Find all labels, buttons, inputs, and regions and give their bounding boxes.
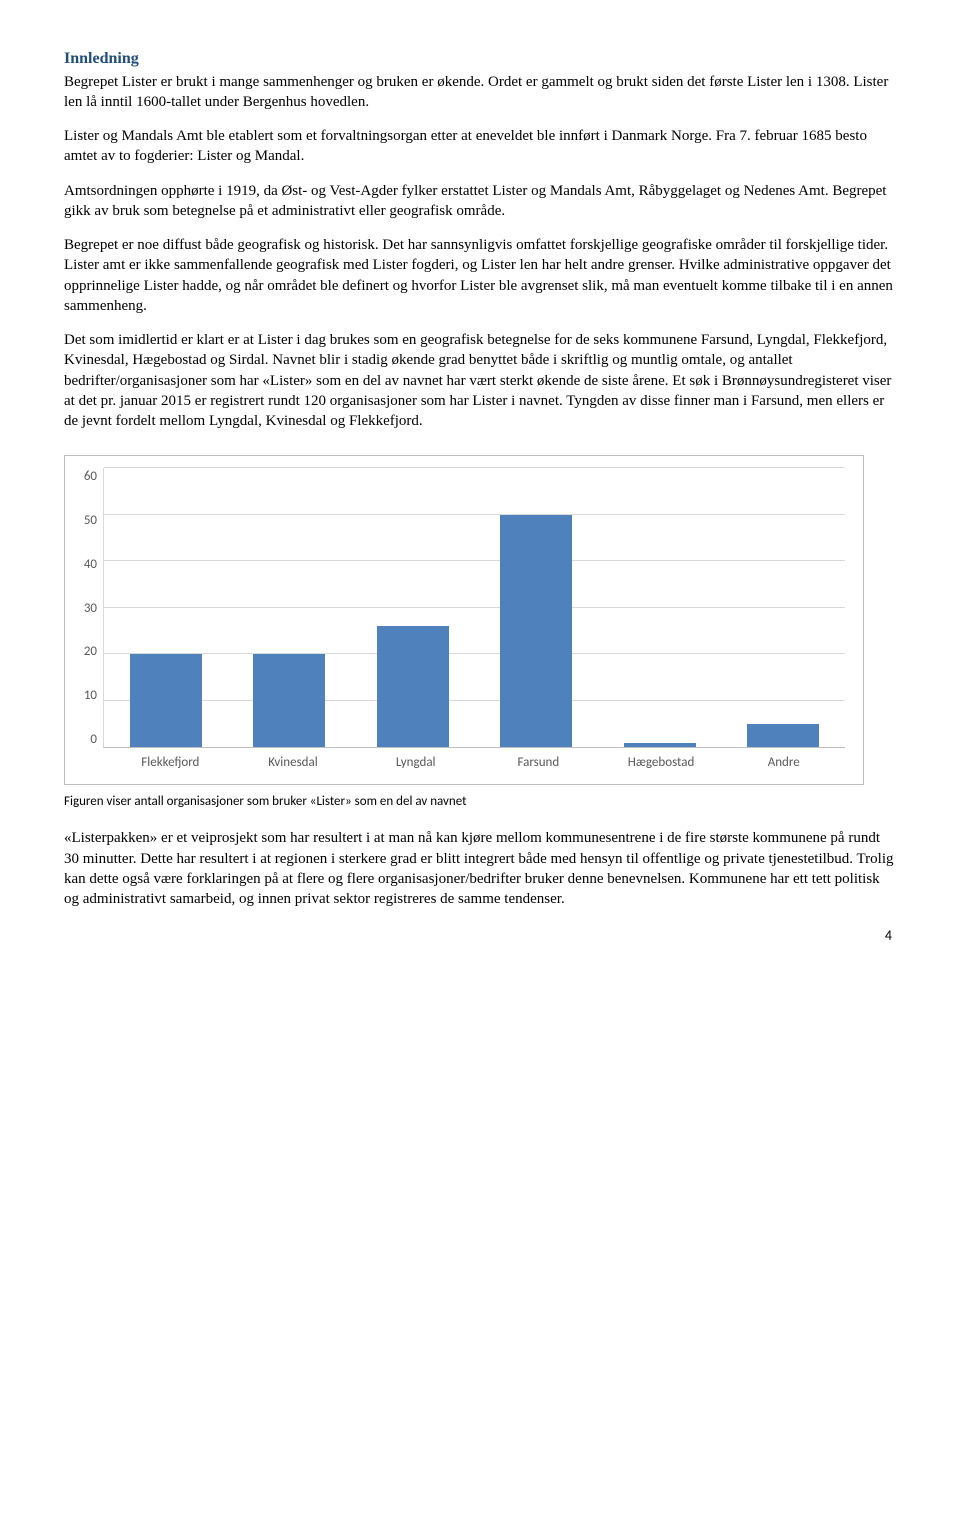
x-tick-label: Farsund xyxy=(477,748,600,772)
body-paragraph: Begrepet Lister er brukt i mange sammenh… xyxy=(64,72,896,113)
body-paragraph: Amtsordningen opphørte i 1919, da Øst- o… xyxy=(64,181,896,222)
section-heading: Innledning xyxy=(64,48,896,70)
y-tick-label: 0 xyxy=(90,731,97,749)
y-tick-label: 30 xyxy=(84,600,97,618)
x-tick-label: Kvinesdal xyxy=(232,748,355,772)
y-tick-label: 20 xyxy=(84,643,97,661)
bar-slot xyxy=(722,468,846,747)
x-tick-label: Lyngdal xyxy=(354,748,477,772)
bar-slot xyxy=(228,468,352,747)
page-number: 4 xyxy=(64,927,896,946)
chart-y-axis: 60 50 40 30 20 10 0 xyxy=(75,468,103,748)
bar xyxy=(624,743,696,748)
bar-slot xyxy=(475,468,599,747)
bar-chart: 60 50 40 30 20 10 0 Flekkefjord Kvinesda… xyxy=(64,455,864,785)
bar-slot xyxy=(598,468,722,747)
y-tick-label: 40 xyxy=(84,556,97,574)
chart-caption: Figuren viser antall organisasjoner som … xyxy=(64,793,896,811)
x-tick-label: Flekkefjord xyxy=(109,748,232,772)
body-paragraph: «Listerpakken» er et veiprosjekt som har… xyxy=(64,828,896,909)
y-tick-label: 50 xyxy=(84,512,97,530)
x-tick-label: Hægebostad xyxy=(600,748,723,772)
body-paragraph: Lister og Mandals Amt ble etablert som e… xyxy=(64,126,896,167)
bar xyxy=(253,654,325,747)
bar xyxy=(130,654,202,747)
y-tick-label: 60 xyxy=(84,468,97,486)
chart-plot-area xyxy=(103,468,845,748)
bar-slot xyxy=(351,468,475,747)
bar xyxy=(500,515,572,748)
bar xyxy=(747,724,819,747)
body-paragraph: Begrepet er noe diffust både geografisk … xyxy=(64,235,896,316)
body-paragraph: Det som imidlertid er klart er at Lister… xyxy=(64,330,896,431)
x-tick-label: Andre xyxy=(722,748,845,772)
chart-x-axis: Flekkefjord Kvinesdal Lyngdal Farsund Hæ… xyxy=(109,748,845,772)
bar-slot xyxy=(104,468,228,747)
y-tick-label: 10 xyxy=(84,687,97,705)
bar xyxy=(377,626,449,747)
